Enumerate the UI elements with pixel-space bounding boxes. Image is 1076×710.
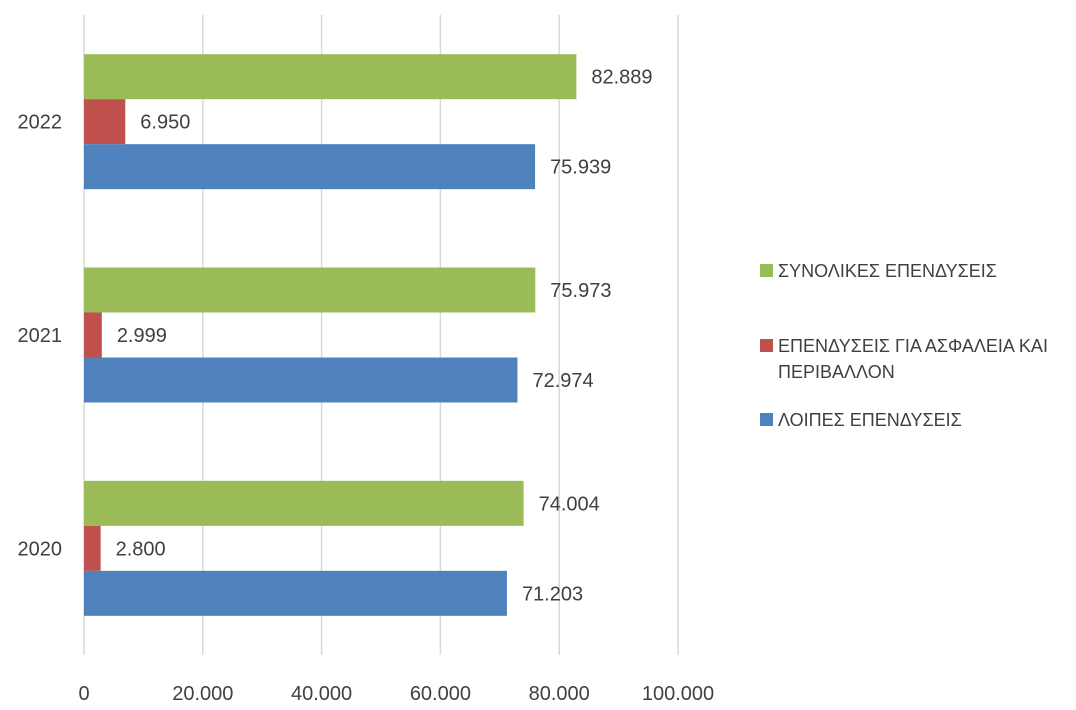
bar [84,357,518,403]
x-tick-label: 0 [78,683,89,705]
data-label: 71.203 [522,583,583,605]
bar [84,570,507,616]
data-labels: 74.004 2.800 71.203 75.973 2.999 72.974 82.889… [116,67,653,606]
legend-label: ΛΟΙΠΕΣ ΕΠΕΝΔΥΣΕΙΣ [778,410,962,430]
legend-swatch [760,264,773,277]
legend-swatch [760,413,773,426]
bar [84,144,536,190]
legend-swatch [760,339,773,352]
x-tick-label: 60.000 [410,683,471,705]
data-label: 82.889 [591,67,652,89]
x-tick-label: 100.000 [642,683,714,705]
legend-label: ΣΥΝΟΛΙΚΕΣ ΕΠΕΝΔΥΣΕΙΣ [778,261,997,281]
bar [84,480,524,526]
data-label: 2.800 [116,538,166,560]
bar [84,312,102,358]
x-tick-label: 20.000 [172,683,233,705]
y-category-label: 2021 [18,325,63,347]
bar [84,54,577,100]
y-category-label: 2022 [18,112,63,134]
axes: 0 20.000 40.000 60.000 80.000 100.000 2020 2021… [18,112,715,705]
x-tick-label: 80.000 [529,683,590,705]
x-tick-label: 40.000 [291,683,352,705]
y-category-label: 2020 [18,538,63,560]
bar [84,99,126,145]
data-label: 74.004 [539,493,600,515]
bar [84,525,101,571]
bars [84,54,577,616]
data-label: 75.973 [550,280,611,302]
bar [84,267,536,313]
legend-label: ΕΠΕΝΔΥΣΕΙΣ ΓΙΑ ΑΣΦΑΛΕΙΑ ΚΑΙ ΠΕΡΙΒΑΛΛΟΝ [778,336,1048,382]
data-label: 6.950 [140,112,190,134]
legend: ΣΥΝΟΛΙΚΕΣ ΕΠΕΝΔΥΣΕΙΣ ΕΠΕΝΔΥΣΕΙΣ ΓΙΑ ΑΣΦΑΛ… [760,261,1048,430]
data-label: 72.974 [532,370,593,392]
data-label: 75.939 [550,157,611,179]
data-label: 2.999 [117,325,167,347]
